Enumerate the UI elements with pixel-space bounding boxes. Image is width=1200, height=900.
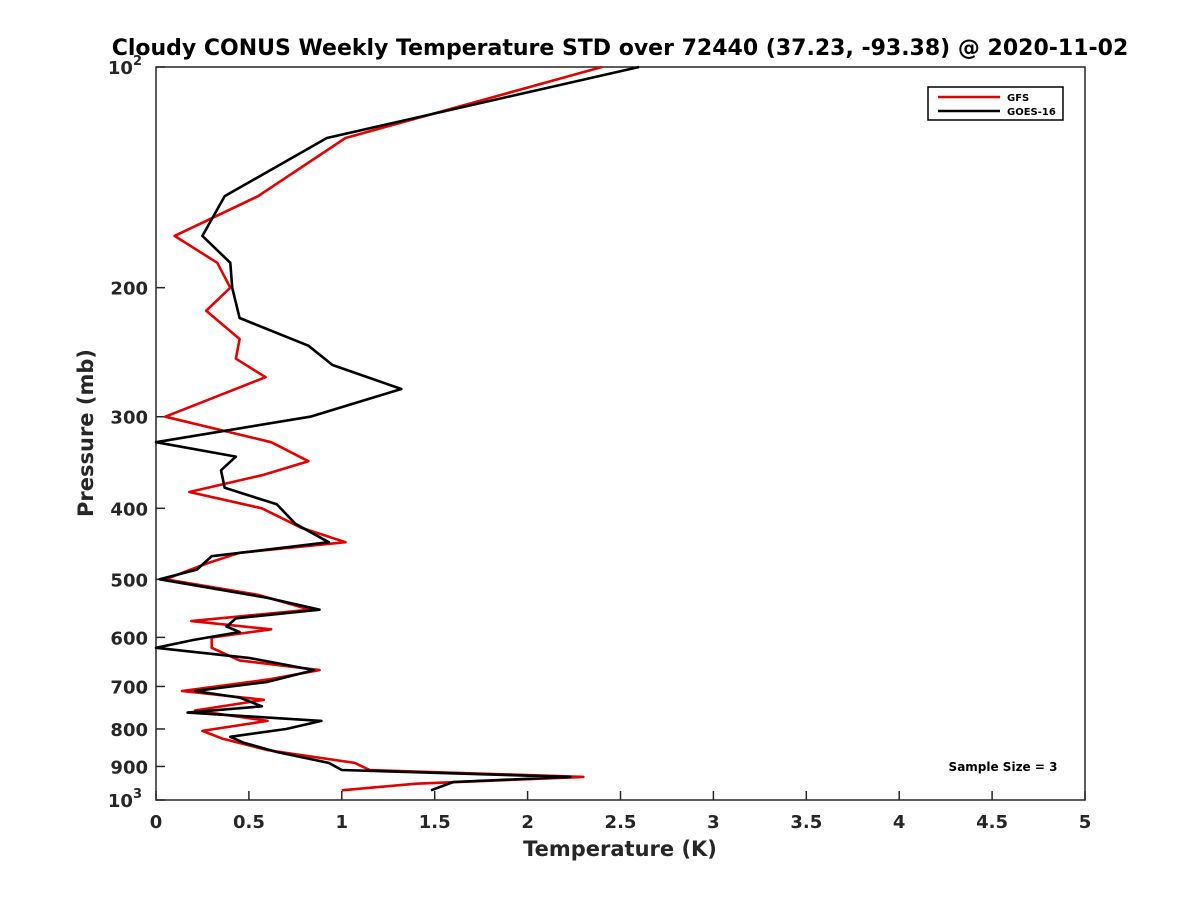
chart-title: Cloudy CONUS Weekly Temperature STD over… <box>112 36 1129 61</box>
legend: GFS GOES-16 <box>927 86 1064 121</box>
y-axis-label: Pressure (mb) <box>74 349 98 517</box>
plot-area <box>155 66 1086 801</box>
y-tick-label: 600 <box>110 628 148 649</box>
y-tick-label: 200 <box>110 279 148 300</box>
x-tick-label: 3 <box>707 812 720 833</box>
y-tick-label: 900 <box>110 757 148 778</box>
y-tick-label: 700 <box>110 677 148 698</box>
x-tick-label: 5 <box>1079 812 1092 833</box>
x-tick-label: 2 <box>521 812 534 833</box>
y-tick-label: 800 <box>110 720 148 741</box>
x-tick-label: 1.5 <box>419 812 451 833</box>
y-tick-label: 300 <box>110 408 148 429</box>
x-axis-ticks: 0 0.5 1 1.5 2 2.5 3 3.5 4 4.5 5 <box>150 791 1092 833</box>
legend-box <box>927 86 1064 121</box>
x-axis-label: Temperature (K) <box>523 837 717 861</box>
sample-size-note: Sample Size = 3 <box>949 760 1058 774</box>
x-tick-label: 4.5 <box>976 812 1008 833</box>
x-tick-label: 4 <box>893 812 906 833</box>
legend-entry: GOES-16 <box>1007 107 1056 118</box>
x-tick-label: 0 <box>150 812 163 833</box>
legend-entry: GFS <box>1007 93 1029 104</box>
y-tick-label: 102 <box>108 54 142 79</box>
x-tick-label: 2.5 <box>605 812 637 833</box>
y-axis-ticks: 102 200 300 400 500 600 700 800 900 103 <box>108 54 165 812</box>
series-line-goes-16 <box>154 65 640 792</box>
series-layer <box>154 65 640 792</box>
y-tick-label: 400 <box>110 499 148 520</box>
x-tick-label: 3.5 <box>790 812 822 833</box>
y-tick-label: 103 <box>108 787 142 812</box>
y-tick-label: 500 <box>110 570 148 591</box>
x-tick-label: 0.5 <box>233 812 265 833</box>
x-tick-label: 1 <box>336 812 349 833</box>
